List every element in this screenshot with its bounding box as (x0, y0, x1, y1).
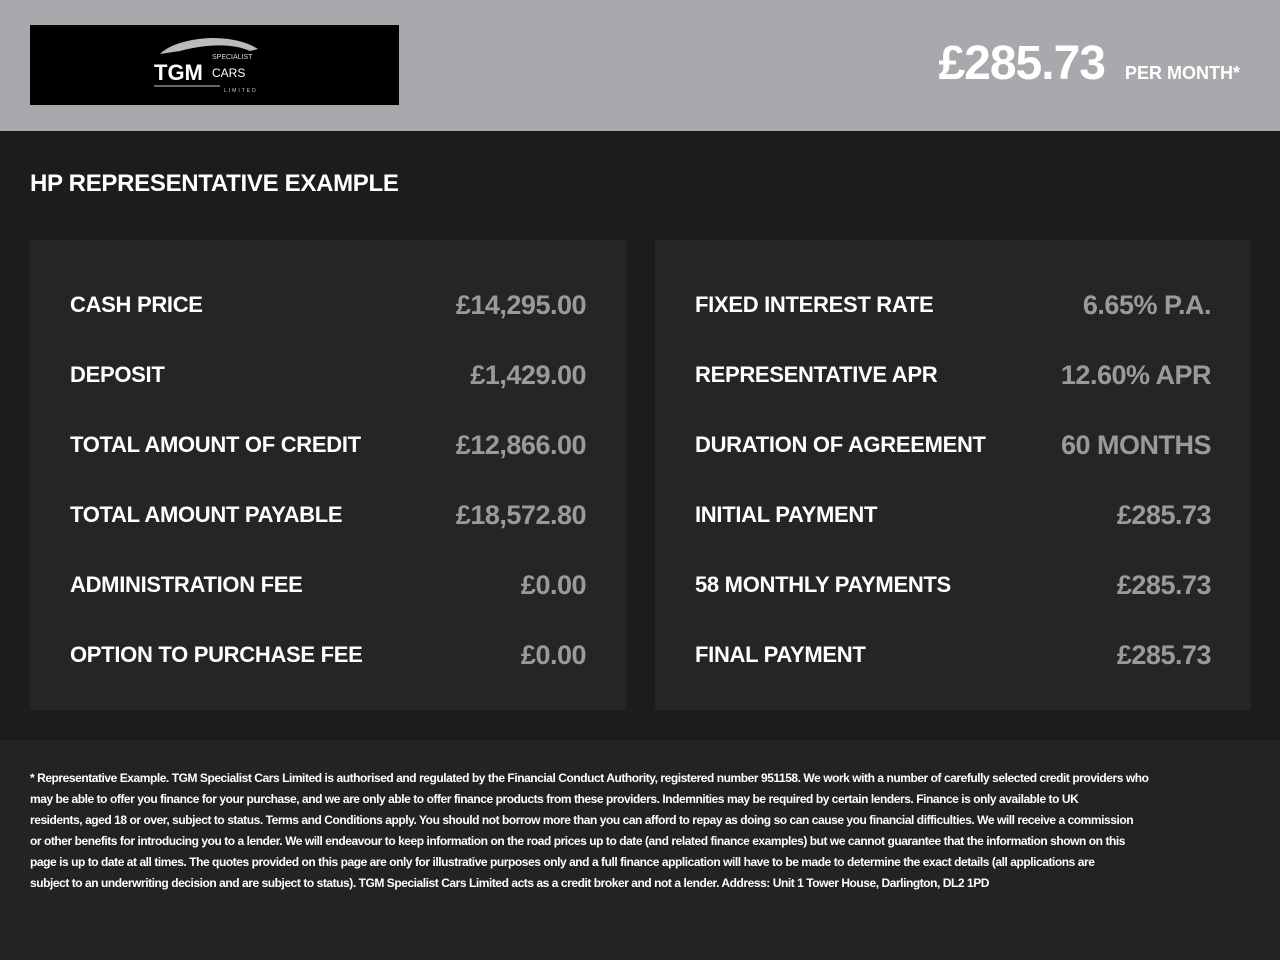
finance-row: DEPOSIT £1,429.00 (70, 340, 586, 410)
disclaimer-line: or other benefits for introducing you to… (30, 834, 1125, 848)
finance-value: £285.73 (1116, 639, 1212, 670)
finance-label: CASH PRICE (70, 292, 203, 317)
finance-value: £14,295.00 (455, 289, 587, 320)
finance-row: 58 MONTHLY PAYMENTS £285.73 (695, 550, 1212, 620)
finance-label: DEPOSIT (70, 362, 165, 387)
right-finance-panel: FIXED INTEREST RATE 6.65% P.A. REPRESENTAT… (655, 240, 1251, 710)
finance-row: FIXED INTEREST RATE 6.65% P.A. (695, 270, 1212, 340)
finance-value: £0.00 (520, 639, 587, 670)
finance-value: 60 MONTHS (1060, 429, 1212, 460)
finance-label: FIXED INTEREST RATE (695, 292, 934, 317)
finance-label: TOTAL AMOUNT OF CREDIT (70, 432, 361, 457)
finance-value: 12.60% APR (1060, 359, 1212, 390)
finance-value: £285.73 (1116, 569, 1212, 600)
logo[interactable]: TGM SPECIALIST CARS LIMITED (30, 25, 399, 105)
finance-value: £18,572.80 (455, 499, 587, 530)
header: TGM SPECIALIST CARS LIMITED £285.73 PER … (0, 0, 1280, 131)
finance-label: INITIAL PAYMENT (695, 502, 878, 527)
finance-row: REPRESENTATIVE APR 12.60% APR (695, 340, 1212, 410)
finance-label: ADMINISTRATION FEE (70, 572, 303, 597)
finance-label: REPRESENTATIVE APR (695, 362, 938, 387)
per-month-label: PER MONTH* (1124, 63, 1240, 83)
section-title: HP REPRESENTATIVE EXAMPLE (30, 170, 399, 197)
disclaimer-line: residents, aged 18 or over, subject to s… (30, 813, 1134, 827)
car-logo-icon: TGM SPECIALIST CARS LIMITED (153, 38, 258, 94)
finance-value: £285.73 (1116, 499, 1212, 530)
monthly-price-amount: £285.73 (938, 37, 1106, 90)
finance-label: OPTION TO PURCHASE FEE (70, 642, 363, 667)
finance-row: TOTAL AMOUNT OF CREDIT £12,866.00 (70, 410, 587, 480)
disclaimer-line: may be able to offer you finance for you… (30, 792, 1079, 806)
finance-row: DURATION OF AGREEMENT 60 MONTHS (695, 410, 1212, 480)
disclaimer-line: page is up to date at all times. The quo… (30, 855, 1095, 869)
finance-value: 6.65% P.A. (1082, 289, 1212, 320)
disclaimer: * Representative Example. TGM Specialist… (0, 740, 1280, 960)
finance-label: FINAL PAYMENT (695, 642, 866, 667)
finance-row: INITIAL PAYMENT £285.73 (695, 480, 1212, 550)
svg-text:TGM: TGM (154, 60, 203, 85)
svg-text:SPECIALIST: SPECIALIST (212, 54, 253, 61)
finance-row: OPTION TO PURCHASE FEE £0.00 (70, 620, 587, 690)
finance-value: £0.00 (520, 569, 587, 600)
finance-row: ADMINISTRATION FEE £0.00 (70, 550, 587, 620)
finance-value: £1,429.00 (470, 359, 586, 390)
disclaimer-line: * Representative Example. TGM Specialist… (30, 771, 1149, 785)
finance-label: TOTAL AMOUNT PAYABLE (70, 502, 343, 527)
finance-row: FINAL PAYMENT £285.73 (695, 620, 1212, 690)
finance-row: TOTAL AMOUNT PAYABLE £18,572.80 (70, 480, 587, 550)
finance-label: 58 MONTHLY PAYMENTS (695, 572, 951, 597)
monthly-price: £285.73 PER MONTH* (938, 36, 1240, 91)
finance-value: £12,866.00 (455, 429, 587, 460)
left-finance-panel: CASH PRICE £14,295.00 DEPOSIT £1,429.00 TOTA… (30, 240, 626, 710)
finance-label: DURATION OF AGREEMENT (695, 432, 986, 457)
svg-text:LIMITED: LIMITED (224, 88, 258, 94)
svg-text:CARS: CARS (212, 66, 245, 80)
finance-row: CASH PRICE £14,295.00 (70, 270, 587, 340)
disclaimer-line: subject to an underwriting decision and … (30, 876, 989, 890)
